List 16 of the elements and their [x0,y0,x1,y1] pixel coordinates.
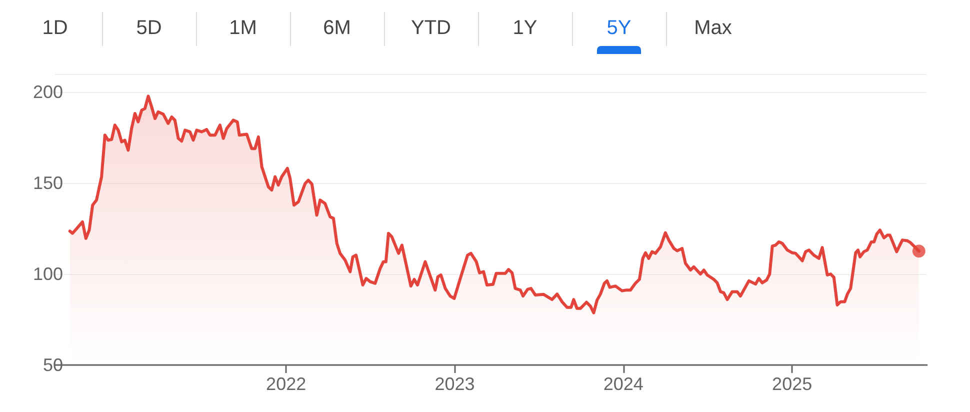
text: YTD [410,16,452,41]
x-tick-label: 2025 [772,374,812,394]
y-tick-label: 100 [32,264,63,284]
y-tick-label: 200 [32,82,63,102]
text: 1Y [512,16,538,41]
text: 5Y [606,16,632,41]
y-tick-label: 50 [42,355,63,375]
text: 5D [135,16,163,41]
text: 6M [322,16,352,41]
y-tick-label: 150 [32,173,63,194]
text: 1D [41,16,69,41]
x-tick-label: 2022 [266,374,306,394]
x-tick-label: 2023 [434,374,475,394]
text: Max [693,16,733,41]
x-tick-label: 2024 [603,374,644,394]
text: 1M [228,16,258,41]
